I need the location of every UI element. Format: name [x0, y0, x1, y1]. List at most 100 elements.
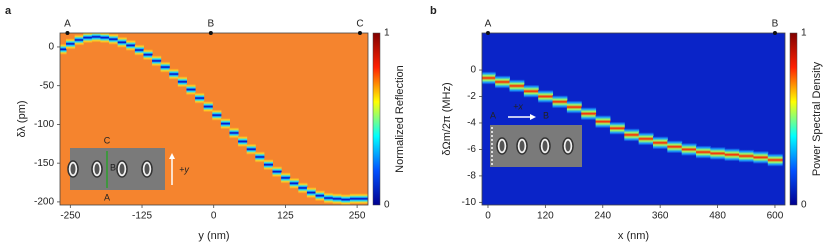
position-marker — [772, 31, 777, 35]
trace-cell — [186, 84, 196, 96]
panel-label: a — [5, 5, 12, 17]
trace-cell — [298, 182, 308, 194]
x-tick-label: 120 — [537, 211, 554, 222]
inset-direction: +y — [179, 164, 189, 174]
marker-label: B — [772, 19, 779, 30]
trace-cell — [523, 84, 539, 98]
trace-cell — [482, 71, 496, 85]
trace-cell — [195, 92, 205, 104]
trace-cell — [281, 172, 291, 184]
x-tick-label: 240 — [594, 211, 611, 222]
x-tick-label: 125 — [277, 211, 294, 222]
colorbar-tick-label: 0 — [384, 200, 390, 211]
trace-cell — [753, 150, 769, 164]
marker-label: C — [356, 19, 363, 30]
inset-label: A — [490, 110, 496, 120]
trace-cell — [66, 38, 76, 50]
x-tick-label: -125 — [132, 211, 152, 222]
trace-cell — [638, 132, 654, 146]
position-marker — [485, 31, 490, 35]
x-axis-label: y (nm) — [198, 230, 229, 242]
plot-frame — [481, 32, 786, 206]
trace-cell — [581, 107, 597, 121]
panel-label: b — [430, 5, 437, 17]
y-tick-label: -50 — [40, 80, 55, 91]
position-marker — [208, 31, 213, 35]
trace-cell — [358, 193, 368, 205]
inset-label: B — [110, 162, 116, 172]
inset-label: B — [543, 110, 549, 120]
x-axis-label: x (nm) — [618, 230, 649, 242]
colorbar — [789, 32, 798, 206]
hole-core — [542, 140, 548, 152]
colorbar-label: Power Spectral Density — [811, 61, 823, 176]
hole-core — [94, 163, 100, 175]
hole-core — [144, 163, 150, 175]
trace-cell — [83, 33, 93, 44]
trace-cell — [609, 121, 625, 135]
y-tick-label: 0 — [470, 65, 476, 76]
colorbar-tick-label: 1 — [384, 28, 390, 39]
trace-cell — [134, 44, 144, 56]
x-tick-label: 250 — [349, 211, 366, 222]
marker-label: B — [208, 19, 215, 30]
trace-cell — [724, 148, 740, 162]
colorbar-label: Normalized Reflection — [394, 65, 406, 173]
trace-cell — [212, 109, 222, 121]
hole-core — [565, 140, 571, 152]
trace-cell — [349, 193, 360, 205]
position-marker — [357, 31, 362, 35]
trace-cell — [289, 177, 299, 189]
hole-core — [519, 140, 525, 152]
trace — [482, 71, 783, 167]
trace-cell — [315, 190, 325, 202]
inset-arrow-head — [530, 114, 536, 120]
trace-cell — [60, 43, 67, 55]
marker-label: A — [64, 19, 71, 30]
colorbar — [372, 32, 381, 206]
trace-cell — [509, 79, 525, 93]
hole-core — [119, 163, 125, 175]
y-tick-label: -150 — [34, 158, 54, 169]
trace — [60, 33, 368, 205]
trace-cell — [739, 149, 754, 163]
inset-arrow-head — [169, 153, 175, 159]
trace-cell — [566, 100, 582, 114]
y-tick-label: -6 — [467, 144, 476, 155]
trace-cell — [652, 136, 668, 150]
trace-cell — [160, 61, 170, 73]
position-marker — [65, 31, 70, 35]
y-axis-label: δλ (pm) — [16, 100, 28, 137]
x-tick-label: 0 — [211, 211, 217, 222]
trace-cell — [681, 142, 697, 156]
y-tick-label: -4 — [467, 118, 476, 129]
inset-direction: +x — [513, 101, 523, 111]
trace-cell — [109, 33, 119, 45]
x-tick-label: 360 — [652, 211, 669, 222]
x-tick-label: -250 — [60, 211, 80, 222]
trace-cell — [595, 115, 611, 129]
y-tick-label: -200 — [34, 197, 54, 208]
trace-cell — [203, 101, 213, 113]
trace-cell — [341, 194, 351, 205]
trace-cell — [143, 49, 153, 61]
y-tick-label: 0 — [48, 42, 54, 53]
inset-label: A — [104, 192, 110, 202]
x-tick-label: 0 — [485, 211, 491, 222]
trace-cell — [246, 143, 256, 155]
trace-cell — [624, 128, 640, 142]
x-tick-label: 600 — [767, 211, 784, 222]
trace-cell — [710, 146, 726, 160]
trace-cell — [152, 55, 162, 67]
trace-cell — [117, 36, 127, 48]
trace-cell — [74, 34, 84, 46]
trace-cell — [229, 127, 239, 139]
heatmap-background — [482, 33, 785, 205]
y-axis-label: δΩm/2π (MHz) — [441, 82, 453, 155]
colorbar-tick-label: 1 — [801, 28, 807, 39]
y-tick-label: -8 — [467, 171, 476, 182]
trace-cell — [126, 39, 136, 51]
trace-cell — [177, 76, 187, 88]
marker-label: A — [485, 19, 492, 30]
trace-cell — [306, 187, 317, 199]
